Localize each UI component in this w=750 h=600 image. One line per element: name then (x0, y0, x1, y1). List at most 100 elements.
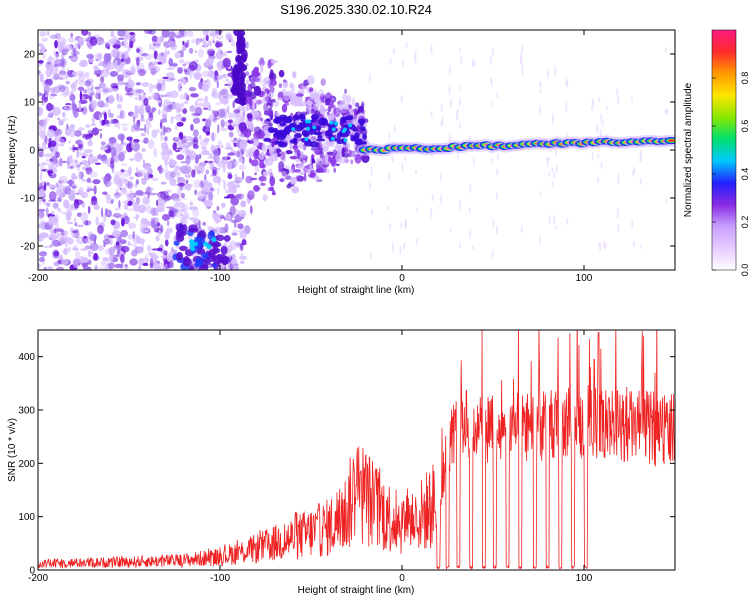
noise-blob (135, 218, 138, 221)
smear-blob (539, 80, 542, 89)
noise-blob (133, 138, 140, 143)
noise-cluster-blob (188, 227, 195, 233)
noise-blob (182, 79, 187, 85)
noise-blob (127, 243, 136, 246)
noise-blob (127, 168, 132, 175)
noise-blob (165, 189, 172, 194)
noise-blob (231, 161, 240, 164)
noise-blob (58, 175, 68, 182)
transition-core-blob (297, 123, 306, 130)
transition-core-blob (324, 130, 333, 137)
noise-blob (135, 108, 139, 114)
transition-core-blob (263, 137, 272, 142)
noise-blob (94, 86, 100, 90)
noise-blob (55, 151, 60, 158)
noise-blob (72, 258, 80, 269)
noise-blob (110, 219, 116, 226)
smear-blob (617, 173, 620, 185)
noise-blob (212, 117, 220, 120)
noise-blob (117, 133, 126, 141)
noise-blob (38, 251, 47, 257)
noise-blob (111, 49, 118, 58)
noise-blob (225, 189, 231, 194)
noise-blob (38, 263, 41, 268)
noise-blob (156, 212, 159, 217)
noise-cluster-blob (173, 240, 180, 246)
noise-blob (214, 42, 223, 48)
noise-blob (66, 246, 72, 252)
noise-blob (214, 226, 222, 235)
noise-blob (169, 90, 179, 99)
smear-blob (599, 242, 602, 252)
noise-blob (108, 136, 117, 144)
transition-blob (291, 186, 300, 194)
noise-blob (204, 95, 208, 102)
transition-blob (251, 137, 260, 147)
noise-blob (70, 32, 73, 38)
snr-x-tick-label: 100 (576, 573, 593, 584)
transition-core-blob (299, 114, 306, 123)
noise-blob (99, 133, 103, 139)
noise-blob (241, 195, 244, 200)
transition-blob (269, 85, 275, 94)
noise-blob (38, 60, 44, 64)
noise-blob (73, 130, 82, 137)
transition-core-blob (317, 117, 328, 126)
noise-blob (200, 181, 204, 188)
noise-blob (73, 217, 77, 223)
noise-blob (49, 62, 55, 69)
smear-blob (547, 157, 550, 162)
noise-blob (156, 82, 162, 92)
transition-blob (319, 104, 325, 110)
transition-core-blob (317, 134, 323, 140)
noise-cluster-blob (176, 251, 184, 261)
noise-blob (138, 94, 142, 101)
transition-core-blob (265, 118, 271, 122)
noise-blob (59, 84, 66, 93)
noise-blob (186, 39, 190, 45)
noise-blob (197, 48, 204, 59)
spectrogram-x-tick-label: 100 (576, 273, 593, 284)
transition-blob (258, 175, 267, 182)
noise-blob (69, 165, 74, 169)
transition-blob (323, 145, 329, 153)
noise-blob (86, 166, 90, 169)
noise-blob (77, 166, 80, 172)
noise-blob (117, 30, 126, 37)
noise-blob (161, 108, 168, 118)
noise-blob (38, 223, 42, 229)
noise-blob (205, 169, 209, 175)
noise-blob (194, 50, 197, 53)
noise-blob (176, 121, 184, 127)
noise-blob (61, 236, 71, 242)
colorbar-tick-label: 0.6 (740, 120, 750, 133)
transition-blob (260, 182, 266, 186)
noise-blob (63, 230, 68, 237)
noise-blob (234, 151, 237, 155)
smear-blob (539, 191, 542, 196)
noise-blob (53, 261, 60, 267)
noise-blob (82, 135, 86, 139)
noise-blob (39, 73, 44, 83)
noise-blob (217, 109, 226, 119)
noise-blob (138, 257, 144, 267)
transition-blob (269, 152, 277, 162)
snr-background (38, 330, 675, 570)
noise-blob (49, 244, 53, 248)
noise-blob (73, 198, 80, 209)
noise-blob (102, 256, 109, 262)
noise-blob (199, 164, 204, 170)
noise-blob (193, 72, 202, 80)
transition-blob (264, 144, 271, 148)
noise-blob (61, 48, 68, 56)
noise-blob (119, 110, 123, 119)
smear-blob (548, 214, 551, 225)
noise-blob (189, 206, 199, 211)
transition-core-blob (357, 118, 366, 125)
noise-blob (38, 71, 42, 74)
smear-blob (458, 47, 461, 53)
noise-blob (137, 204, 147, 214)
smear-blob (448, 85, 451, 95)
noise-blob (132, 231, 135, 240)
spectrogram-y-ticks: -20 -10 0 10 20 (21, 50, 675, 253)
